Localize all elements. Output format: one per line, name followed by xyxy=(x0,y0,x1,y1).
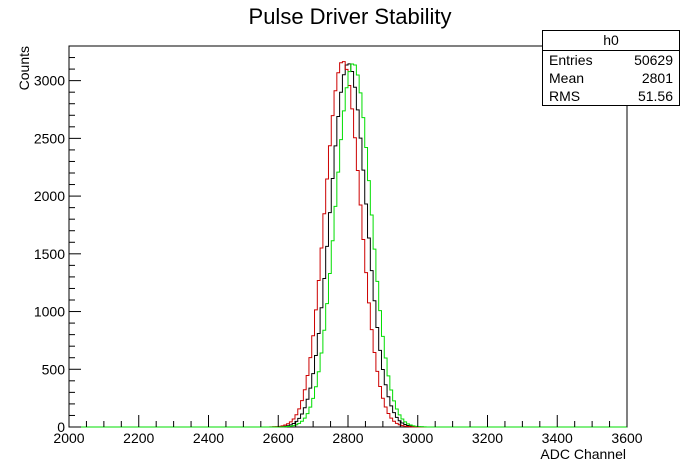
histogram-line-3 xyxy=(69,63,627,428)
stats-entries-value: 50629 xyxy=(634,52,673,68)
x-axis-ticks: 2000 2200 2400 2600 2800 3000 3200 3400 3600 xyxy=(53,415,643,446)
y-tick-label: 1000 xyxy=(34,304,65,320)
stats-rms-value: 51.56 xyxy=(637,88,673,104)
stats-mean-row: Mean 2801 xyxy=(543,69,679,87)
y-tick-label: 2500 xyxy=(34,130,65,146)
stats-entries-row: Entries 50629 xyxy=(543,51,679,69)
stats-rms-row: RMS 51.56 xyxy=(543,87,679,105)
stats-rms-label: RMS xyxy=(549,88,581,104)
y-tick-label: 2000 xyxy=(34,188,65,204)
x-tick-label: 3400 xyxy=(542,430,573,446)
stats-box: h0 Entries 50629 Mean 2801 RMS 51.56 xyxy=(542,30,680,106)
histogram-series xyxy=(69,61,627,428)
stats-entries-label: Entries xyxy=(549,52,593,68)
x-tick-label: 2200 xyxy=(123,430,154,446)
histogram-line-2 xyxy=(69,61,627,428)
y-axis-ticks: 0 500 1000 1500 2000 2500 3000 xyxy=(34,45,81,435)
y-tick-label: 3000 xyxy=(34,73,65,89)
x-tick-label: 2400 xyxy=(193,430,224,446)
x-tick-label: 2800 xyxy=(332,430,363,446)
x-tick-label: 3600 xyxy=(611,430,642,446)
y-tick-label: 500 xyxy=(42,361,66,377)
x-tick-label: 3200 xyxy=(472,430,503,446)
x-tick-label: 3000 xyxy=(402,430,433,446)
y-axis-label: Counts xyxy=(16,46,32,90)
stats-mean-label: Mean xyxy=(549,70,585,86)
x-axis-label: ADC Channel xyxy=(540,446,626,462)
stats-box-name: h0 xyxy=(543,31,679,51)
y-tick-label: 1500 xyxy=(34,246,65,262)
stats-mean-value: 2801 xyxy=(641,70,673,86)
x-tick-label: 2600 xyxy=(263,430,294,446)
y-tick-label: 0 xyxy=(57,419,65,435)
x-tick-label: 2000 xyxy=(53,430,84,446)
chart-title: Pulse Driver Stability xyxy=(248,4,452,29)
histogram-line-1 xyxy=(69,63,627,428)
